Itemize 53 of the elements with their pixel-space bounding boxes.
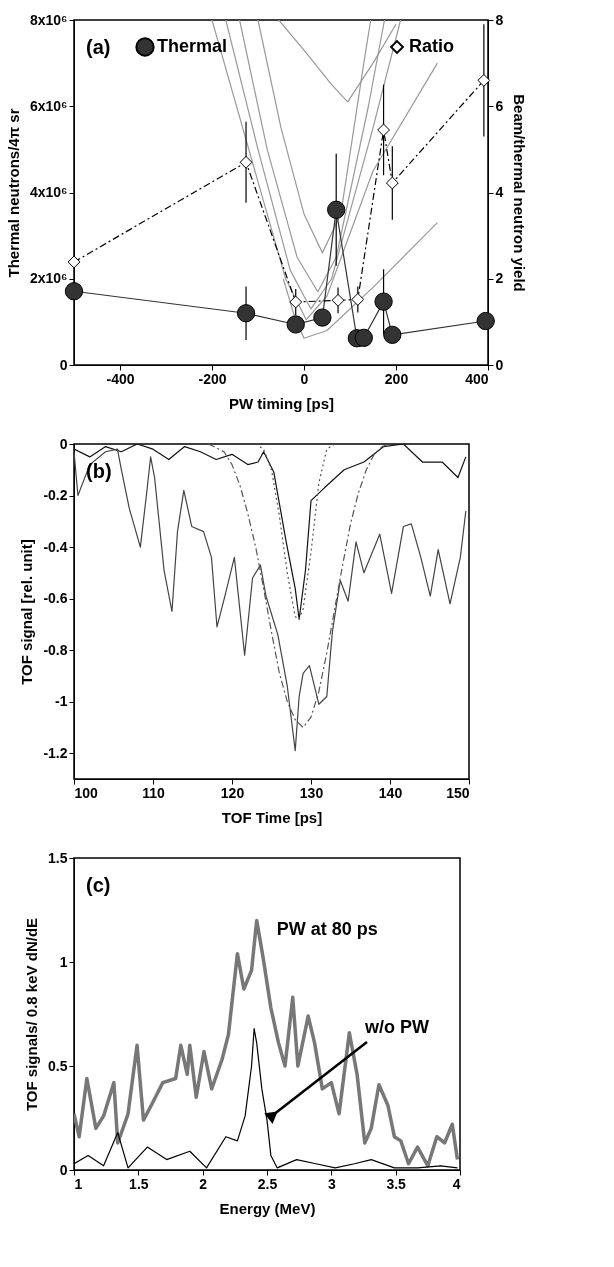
y-tick-label: -0.6: [43, 590, 68, 607]
x-tick-label: 130: [299, 784, 324, 801]
x-tick-label: 1: [74, 1175, 83, 1192]
annotation: w/o PW: [364, 1017, 429, 1038]
y2-axis-title: Beam/thermal neutron yield: [511, 94, 529, 292]
x-tick-label: 150: [446, 784, 470, 801]
annotation: (b): [86, 460, 112, 482]
legend-label: Thermal: [157, 36, 228, 56]
x-tick-label: 2.5: [257, 1175, 278, 1192]
annotation: (a): [86, 36, 111, 58]
x-tick-label: 2: [199, 1175, 208, 1192]
x-tick-label: 110: [142, 784, 165, 801]
y2-tick-label: 6: [495, 97, 504, 114]
y-tick-label: -0.8: [43, 641, 68, 658]
x-axis-title: PW timing [ps]: [229, 394, 334, 412]
y-axis-title: TOF signal [rel. unit]: [18, 539, 36, 685]
y-tick-label: 4x10⁶: [29, 184, 68, 200]
y-tick-label: 0: [59, 435, 68, 452]
x-tick-label: -200: [198, 370, 227, 387]
x-tick-label: 3.5: [386, 1175, 407, 1192]
y-tick-label: 1: [59, 953, 68, 970]
x-tick-label: 4: [452, 1175, 461, 1192]
x-tick-label: 140: [378, 784, 403, 801]
y2-tick-label: 8: [495, 11, 504, 28]
x-tick-label: 100: [74, 784, 99, 801]
y-tick-label: -0.2: [43, 487, 68, 504]
y-tick-label: -1.2: [43, 744, 68, 761]
y-axis-title: Thermal neutrons/4π sr: [4, 108, 22, 278]
x-tick-label: 400: [465, 370, 489, 387]
x-tick-label: 120: [220, 784, 245, 801]
y-tick-label: 6x10⁶: [29, 97, 68, 114]
x-axis-title: Energy (MeV): [219, 1199, 316, 1217]
x-tick-label: 200: [384, 370, 409, 387]
x-tick-label: 1.5: [129, 1175, 149, 1192]
x-tick-label: 0: [300, 370, 309, 387]
y2-tick-label: 2: [495, 270, 504, 287]
y-tick-label: 0: [59, 1161, 68, 1178]
y2-tick-label: 4: [495, 184, 504, 200]
y-tick-label: 2x10⁶: [29, 270, 68, 287]
y2-tick-label: 0: [495, 356, 504, 373]
y-tick-label: 0: [59, 356, 68, 373]
y-tick-label: 0.5: [48, 1057, 68, 1074]
y-axis-title: TOF signals/ 0.8 keV dN/dE: [23, 917, 41, 1112]
x-axis-title: TOF Time [ps]: [221, 808, 323, 826]
annotation: (c): [86, 874, 111, 896]
y-tick-label: 1.5: [48, 849, 68, 866]
y-tick-label: -0.4: [43, 538, 68, 555]
y-tick-label: 8x10⁶: [29, 11, 68, 28]
y-tick-label: -1: [55, 693, 68, 710]
series-label: PW at 80 ps: [276, 919, 378, 940]
legend-label: Ratio: [409, 36, 454, 56]
x-tick-label: 3: [327, 1175, 336, 1192]
x-tick-label: -400: [106, 370, 135, 387]
